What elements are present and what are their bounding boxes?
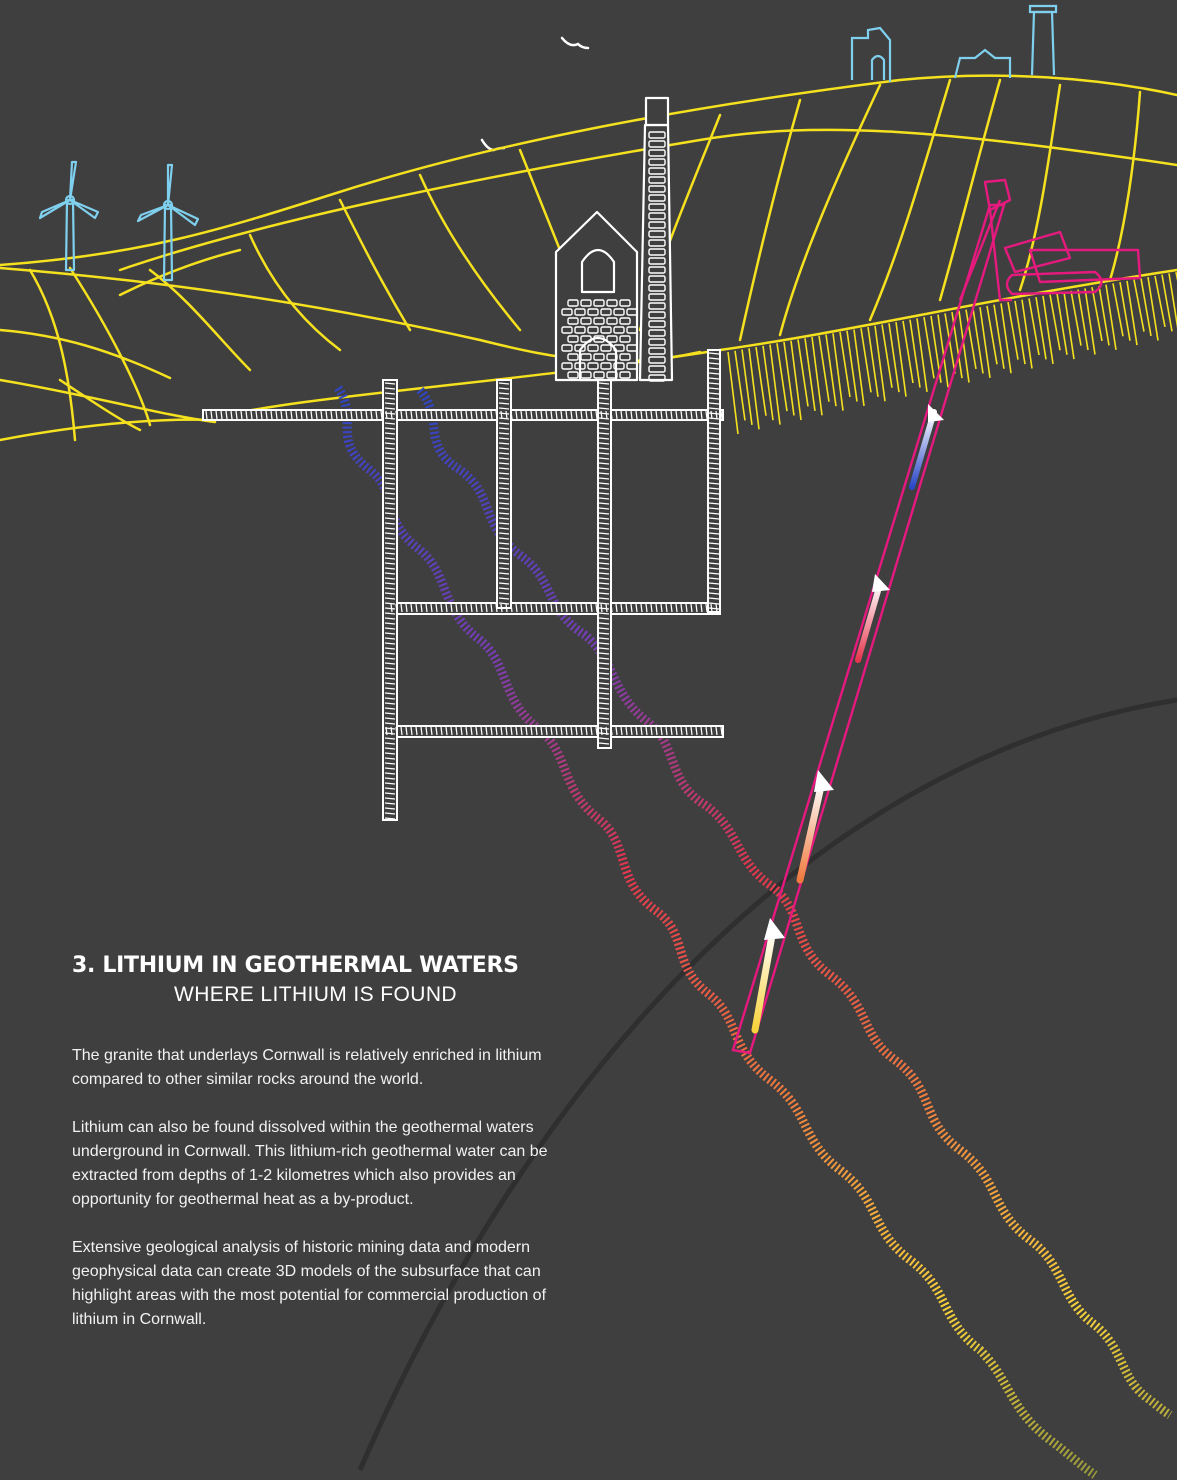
distant-engine-house-icon [850, 4, 1058, 82]
paragraph-granite: The granite that underlays Cornwall is r… [72, 1047, 542, 1088]
mine-shaft-hatching [205, 352, 723, 820]
soil-hatching [727, 272, 1177, 435]
info-panel: 3. LITHIUM IN GEOTHERMAL WATERS WHERE LI… [72, 951, 582, 1332]
engine-house-icon [554, 96, 674, 382]
section-subheading: WHERE LITHIUM IS FOUND [174, 983, 457, 1006]
wind-turbine-icon [38, 160, 200, 282]
geothermal-water-veins [334, 385, 1173, 1479]
drill-rig-icon [958, 178, 1142, 302]
borehole [731, 203, 1006, 1055]
mine-shafts [202, 349, 724, 821]
hills [0, 74, 1177, 442]
paragraph-geothermal-water: Lithium can also be found dissolved with… [72, 1119, 548, 1208]
engine-house-bricks [561, 131, 666, 382]
flow-arrows [751, 404, 944, 1034]
section-heading: 3. LITHIUM IN GEOTHERMAL WATERS [72, 953, 519, 978]
paragraph-3d-models: Extensive geological analysis of histori… [72, 1239, 547, 1328]
